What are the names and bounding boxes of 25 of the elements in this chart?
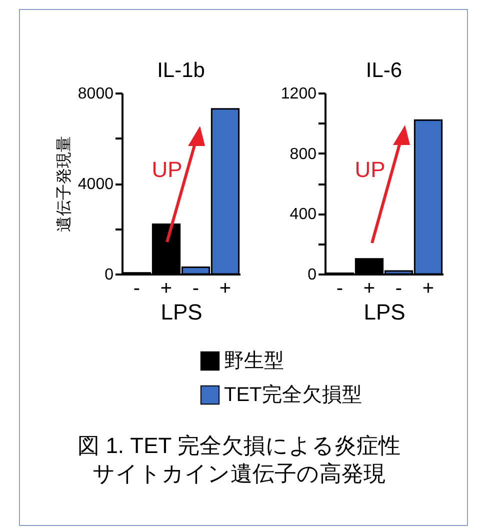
- x-tick-label: +: [422, 278, 434, 300]
- y-tick-label: 0: [308, 266, 317, 284]
- annotation: UP: [152, 157, 182, 182]
- x-tick-label: -: [133, 278, 140, 300]
- y-tick-label: 400: [290, 206, 317, 224]
- x-tick-label: -: [192, 278, 200, 300]
- x-axis-title: LPS: [364, 300, 406, 324]
- annotation: UP: [354, 157, 386, 182]
- x-tick-label: +: [363, 278, 376, 300]
- caption: 図 1. TET 完全欠損による炎症性サイトカイン遺伝子の高発現: [76, 432, 402, 488]
- chart-title: IL-1b: [157, 59, 205, 82]
- chart-title: IL-6: [366, 59, 402, 82]
- x-tick-label: +: [219, 278, 232, 300]
- y-tick-label: 800: [290, 146, 317, 163]
- x-tick-label: -: [395, 278, 402, 300]
- legend-label: TET完全欠損型: [224, 383, 362, 406]
- y-tick-label: 4000: [78, 176, 114, 193]
- legend-label: 野生型: [224, 350, 284, 372]
- x-tick-label: -: [336, 278, 344, 300]
- y-tick-label: 8000: [78, 86, 114, 102]
- x-tick-label: +: [160, 278, 172, 300]
- y-tick-label: 1200: [280, 86, 317, 102]
- x-axis-title: LPS: [160, 300, 202, 324]
- y-tick-label: 0: [104, 266, 114, 284]
- y-axis-title: 遺伝子発現量: [56, 136, 73, 232]
